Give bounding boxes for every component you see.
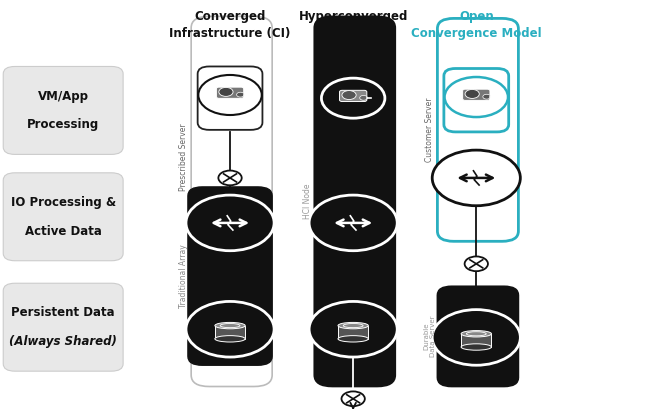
Text: Convergence Model: Convergence Model <box>411 27 542 40</box>
Circle shape <box>483 94 491 99</box>
FancyBboxPatch shape <box>216 87 244 98</box>
FancyBboxPatch shape <box>191 16 272 387</box>
Text: Prescribed Server: Prescribed Server <box>179 123 188 191</box>
FancyBboxPatch shape <box>314 16 395 387</box>
Text: Customer Server: Customer Server <box>425 98 434 162</box>
Circle shape <box>465 256 488 271</box>
FancyBboxPatch shape <box>338 326 368 339</box>
Text: Converged: Converged <box>194 10 266 23</box>
Circle shape <box>360 95 367 100</box>
FancyBboxPatch shape <box>461 334 491 347</box>
Text: Hyperconverged: Hyperconverged <box>299 10 408 23</box>
Text: Infrastructure (CI): Infrastructure (CI) <box>169 27 291 40</box>
Ellipse shape <box>461 330 491 337</box>
Circle shape <box>309 195 397 251</box>
FancyBboxPatch shape <box>3 67 123 155</box>
Ellipse shape <box>215 322 245 329</box>
Text: HCI Node: HCI Node <box>303 184 312 219</box>
Circle shape <box>309 301 397 357</box>
Text: VM/App: VM/App <box>38 90 89 103</box>
FancyBboxPatch shape <box>437 286 518 387</box>
FancyBboxPatch shape <box>3 173 123 261</box>
FancyBboxPatch shape <box>437 18 518 241</box>
Circle shape <box>432 310 520 365</box>
Circle shape <box>432 150 520 206</box>
Circle shape <box>219 88 233 97</box>
Circle shape <box>465 90 480 99</box>
Circle shape <box>341 391 365 406</box>
Text: Traditional Array: Traditional Array <box>179 244 188 308</box>
FancyBboxPatch shape <box>198 66 262 130</box>
FancyBboxPatch shape <box>215 326 245 339</box>
FancyBboxPatch shape <box>340 90 367 101</box>
Text: Durable
Data Server: Durable Data Server <box>423 316 436 357</box>
FancyBboxPatch shape <box>444 68 509 132</box>
Ellipse shape <box>338 322 368 329</box>
FancyBboxPatch shape <box>188 187 272 365</box>
Text: (HCI): (HCI) <box>336 27 370 40</box>
Circle shape <box>218 171 242 185</box>
Circle shape <box>445 77 508 117</box>
Text: Persistent Data: Persistent Data <box>12 306 115 319</box>
Circle shape <box>342 90 356 99</box>
Text: (Always Shared): (Always Shared) <box>9 335 117 348</box>
FancyBboxPatch shape <box>463 89 490 100</box>
FancyBboxPatch shape <box>3 283 123 371</box>
Circle shape <box>198 75 262 115</box>
Circle shape <box>186 301 274 357</box>
Circle shape <box>321 78 385 118</box>
Ellipse shape <box>215 336 245 342</box>
Text: Active Data: Active Data <box>25 225 102 238</box>
Circle shape <box>237 92 244 97</box>
Ellipse shape <box>461 344 491 350</box>
Text: Processing: Processing <box>27 118 99 131</box>
Text: IO Processing &: IO Processing & <box>10 196 116 209</box>
Ellipse shape <box>338 336 368 342</box>
Text: Open: Open <box>459 10 494 23</box>
Circle shape <box>186 195 274 251</box>
